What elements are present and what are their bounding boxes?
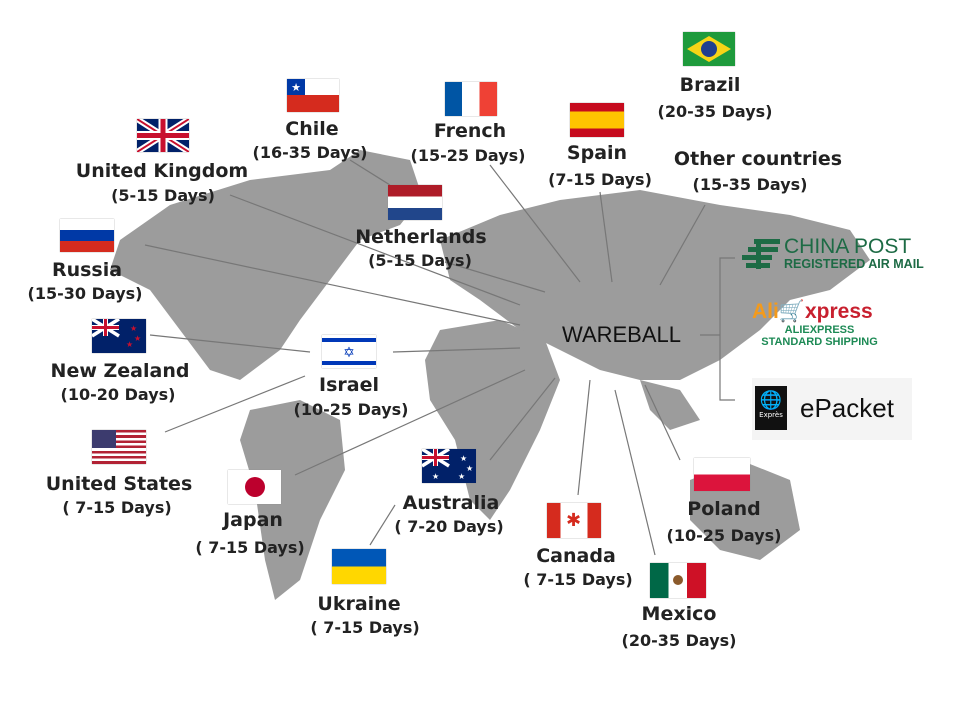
nz-name: New Zealand [50, 360, 190, 382]
chile-flag: ★ [287, 79, 339, 112]
israel-days: (10-25 Days) [293, 400, 409, 419]
brazil-flag [683, 32, 735, 66]
line-spain [599, 191, 613, 283]
aliexpress-logo-ali: Ali [752, 300, 779, 323]
netherlands-flag [388, 185, 442, 220]
line-uk [229, 194, 521, 306]
north-america [110, 170, 420, 380]
svg-text:★: ★ [458, 472, 465, 481]
leader-lines [144, 159, 735, 556]
russia-flag [60, 219, 114, 252]
australia-name: Australia [402, 492, 500, 514]
origin-label: WAREBALL [562, 322, 682, 347]
netherlands-days: (5-15 Days) [368, 251, 472, 270]
aliexpress-logo-xpress: xpress [805, 300, 873, 323]
line-poland [644, 384, 681, 461]
china-post-title: CHINA POST [784, 235, 912, 258]
spain-name: Spain [566, 142, 628, 164]
australia-flag: ★ ★ ★ ★ [422, 449, 476, 483]
europe-asia [440, 190, 870, 380]
uk-days: (5-15 Days) [111, 186, 215, 205]
line-french [489, 164, 581, 283]
australia-days: ( 7-20 Days) [394, 517, 504, 536]
poland-days: (10-25 Days) [666, 526, 782, 545]
israel-name: Israel [319, 374, 379, 396]
svg-text:✡: ✡ [343, 345, 355, 361]
french-name: French [433, 120, 507, 142]
globe-icon: 🌐 Exprès [755, 386, 787, 430]
china-post-subtitle: REGISTERED AIR MAIL [784, 257, 924, 271]
line-ukraine [369, 504, 396, 546]
line-other [659, 204, 706, 286]
new-zealand-flag: ★ ★ ★ [92, 319, 146, 353]
svg-text:★: ★ [126, 340, 133, 349]
usa-flag [92, 430, 146, 464]
line-canada [577, 379, 591, 496]
line-russia [144, 244, 521, 326]
israel-flag: ✡ [322, 335, 376, 368]
spain-flag [570, 103, 624, 137]
us-days: ( 7-15 Days) [62, 498, 172, 517]
line-chile [349, 159, 391, 186]
france-flag [445, 82, 497, 116]
poland-flag [694, 458, 750, 491]
uk-flag [137, 119, 189, 152]
svg-text:★: ★ [432, 472, 439, 481]
canada-name: Canada [536, 545, 616, 567]
chile-days: (16-35 Days) [252, 143, 368, 162]
us-name: United States [45, 473, 193, 495]
svg-text:★: ★ [466, 464, 473, 473]
spain-days: (7-15 Days) [548, 170, 652, 189]
epacket-logo: 🌐 Exprès ePacket [752, 378, 912, 440]
nz-days: (10-20 Days) [60, 385, 176, 404]
other-name: Other countries [673, 148, 843, 170]
epacket-title: ePacket [800, 393, 894, 423]
epacket-badge: Exprès [759, 411, 783, 419]
russia-days: (15-30 Days) [27, 284, 143, 303]
mexico-name: Mexico [641, 603, 717, 625]
ukraine-name: Ukraine [317, 593, 401, 615]
carrier-bracket [719, 257, 735, 401]
africa [425, 320, 560, 520]
mexico-flag [650, 563, 706, 598]
chile-name: Chile [285, 118, 339, 140]
line-us [164, 375, 306, 433]
line-israel [392, 347, 521, 353]
netherlands-name: Netherlands [355, 226, 487, 248]
ukraine-flag [332, 549, 386, 584]
canada-days: ( 7-15 Days) [523, 570, 633, 589]
line-australia [489, 377, 556, 461]
svg-text:★: ★ [291, 81, 301, 94]
aliexpress-logo: Ali🛒xpress ALIEXPRESS STANDARD SHIPPING [752, 300, 892, 348]
south-america [240, 400, 345, 600]
svg-text:★: ★ [134, 334, 141, 343]
french-days: (15-25 Days) [410, 146, 526, 165]
aliexpress-line2: STANDARD SHIPPING [761, 336, 878, 348]
line-nz [149, 334, 311, 353]
other-days: (15-35 Days) [692, 175, 808, 194]
uk-name: United Kingdom [75, 160, 249, 182]
southeast-asia [640, 380, 700, 430]
japan-name: Japan [223, 509, 283, 531]
mexico-days: (20-35 Days) [621, 631, 737, 650]
brazil-name: Brazil [679, 74, 741, 96]
russia-name: Russia [51, 259, 123, 281]
line-netherlands [444, 261, 546, 293]
svg-text:★: ★ [130, 324, 137, 333]
aliexpress-line1: ALIEXPRESS [784, 324, 855, 336]
japan-flag [228, 470, 281, 504]
svg-text:★: ★ [460, 454, 467, 463]
line-japan [294, 369, 526, 476]
line-mexico [614, 389, 656, 556]
canada-flag: ✱ [547, 503, 601, 538]
ukraine-days: ( 7-15 Days) [310, 618, 420, 637]
brazil-days: (20-35 Days) [657, 102, 773, 121]
cart-icon: 🛒 [778, 300, 805, 323]
china-post-icon [742, 239, 780, 269]
poland-name: Poland [687, 498, 761, 520]
japan-days: ( 7-15 Days) [195, 538, 305, 557]
